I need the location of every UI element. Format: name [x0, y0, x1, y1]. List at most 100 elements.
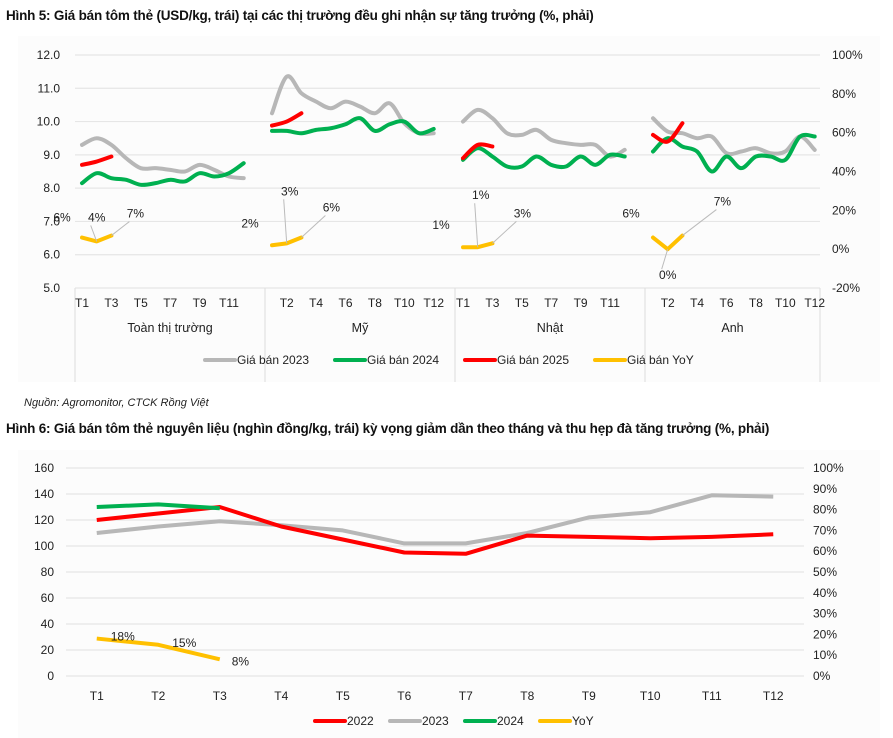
x-tick-label: T7: [163, 296, 177, 310]
series-yoy-line: [651, 233, 685, 252]
series-2023-line: [96, 493, 774, 546]
y-tick-label: 20: [41, 643, 55, 657]
yoy-data-label: 2%: [241, 216, 259, 230]
y-tick-label: 11.0: [38, 81, 61, 95]
yoy-data-label: 3%: [281, 184, 299, 198]
series-2025-line: [461, 142, 495, 161]
series-yoy-line: [96, 636, 221, 662]
y2-tick-label: 70%: [813, 523, 837, 537]
y-tick-label: 80: [41, 565, 55, 579]
y2-tick-label: 0%: [813, 669, 831, 683]
series-2024-line: [80, 161, 246, 187]
x-tick-label: T10: [775, 296, 796, 310]
figure6-chart: 0 20 40 60 80 100 120 140 160 0% 10% 20% 30% 40% 50% 60…: [34, 461, 844, 728]
y-tick-label: 100: [34, 539, 54, 553]
y2-tick-label: 20%: [832, 203, 856, 217]
y2-tick-label: 60%: [832, 126, 856, 140]
series-2023-line: [461, 107, 627, 159]
group-label: Mỹ: [352, 321, 369, 335]
x-tick-label: T8: [368, 296, 382, 310]
yoy-data-label: 7%: [714, 195, 732, 209]
leader-line: [283, 199, 288, 244]
y2-tick-label: 40%: [832, 165, 856, 179]
x-tick-label: T5: [134, 296, 148, 310]
figure5-title: Hình 5: Giá bán tôm thẻ (USD/kg, trái) t…: [6, 8, 594, 23]
y2-tick-label: 60%: [813, 544, 837, 558]
x-tick-label: T7: [544, 296, 558, 310]
x-tick-label: T6: [719, 296, 733, 310]
legend-label: YoY: [572, 714, 594, 728]
figure5-panel: 5.0 6.0 7.0 8.0 9.0 10.0 11.0 12.0 -20% 0% 20% 40% 6…: [18, 36, 880, 382]
series-2024-line: [96, 502, 220, 511]
x-tick-label: T6: [397, 689, 411, 703]
x-tick-label: T3: [213, 689, 227, 703]
leader-line: [661, 249, 669, 270]
x-tick-label: T3: [485, 296, 499, 310]
x-tick-label: T4: [274, 689, 288, 703]
x-tick-label: T2: [280, 296, 294, 310]
yoy-data-label: 18%: [111, 630, 135, 644]
x-tick-label: T12: [804, 296, 825, 310]
series-2023-line: [80, 136, 246, 181]
yoy-data-label: 1%: [432, 218, 450, 232]
x-tick-label: T1: [75, 296, 89, 310]
yoy-data-label: 8%: [232, 654, 250, 668]
y-tick-label: 8.0: [43, 181, 60, 195]
y-tick-label: 7.0: [43, 214, 60, 228]
series-2025-line: [270, 111, 304, 128]
x-tick-label: T1: [90, 689, 104, 703]
x-tick-label: T11: [702, 689, 722, 703]
y2-tick-label: 100%: [813, 461, 844, 475]
leader-line: [474, 203, 479, 248]
y-tick-label: 10.0: [37, 115, 61, 129]
y2-tick-label: 90%: [813, 482, 837, 496]
y-tick-label: 140: [34, 487, 54, 501]
x-tick-label: T9: [574, 296, 588, 310]
x-tick-label: T11: [600, 296, 620, 310]
x-tick-label: T3: [104, 296, 118, 310]
legend-label: Giá bán 2023: [237, 353, 309, 367]
figure6-panel: 0 20 40 60 80 100 120 140 160 0% 10% 20% 30% 40% 50% 60…: [18, 450, 880, 738]
group-label: Toàn thị trường: [127, 321, 212, 335]
x-tick-label: T2: [151, 689, 165, 703]
series-2024-line: [270, 116, 436, 136]
x-tick-label: T8: [749, 296, 763, 310]
yoy-data-label: 6%: [53, 211, 71, 225]
x-tick-label: T4: [309, 296, 323, 310]
x-tick-label: T5: [515, 296, 529, 310]
y2-tick-label: -20%: [832, 281, 860, 295]
y2-tick-label: 80%: [813, 503, 837, 517]
legend-label: 2024: [497, 714, 524, 728]
y2-tick-label: 0%: [832, 242, 850, 256]
y2-tick-label: 20%: [813, 627, 837, 641]
y-tick-label: 60: [41, 591, 55, 605]
series-2024-line: [651, 132, 817, 174]
leader-line: [492, 220, 517, 244]
yoy-data-label: 3%: [514, 206, 532, 220]
yoy-data-label: 6%: [622, 207, 640, 221]
series-2025-line: [651, 121, 685, 144]
legend-label: Giá bán 2024: [367, 353, 439, 367]
y-tick-label: 40: [41, 617, 55, 631]
legend-label: 2022: [347, 714, 374, 728]
x-tick-label: T4: [690, 296, 704, 310]
y-tick-label: 9.0: [43, 148, 60, 162]
y-tick-label: 12.0: [37, 48, 61, 62]
y2-tick-label: 100%: [832, 48, 863, 62]
y2-tick-label: 30%: [813, 607, 837, 621]
yoy-data-label: 6%: [323, 201, 341, 215]
yoy-data-label: 15%: [172, 636, 196, 650]
group-label: Nhật: [537, 321, 564, 335]
y-tick-label: 6.0: [43, 248, 60, 262]
y-tick-label: 0: [47, 669, 54, 683]
figure6-title: Hình 6: Giá bán tôm thẻ nguyên liệu (ngh…: [6, 421, 770, 436]
x-tick-label: T6: [338, 296, 352, 310]
series-2025-line: [80, 154, 114, 167]
yoy-data-label: 7%: [127, 207, 145, 221]
y2-tick-label: 50%: [813, 565, 837, 579]
leader-line: [301, 215, 326, 238]
legend-label: Giá bán YoY: [627, 353, 694, 367]
legend-label: Giá bán 2025: [497, 353, 569, 367]
series-2024-line: [461, 146, 627, 170]
